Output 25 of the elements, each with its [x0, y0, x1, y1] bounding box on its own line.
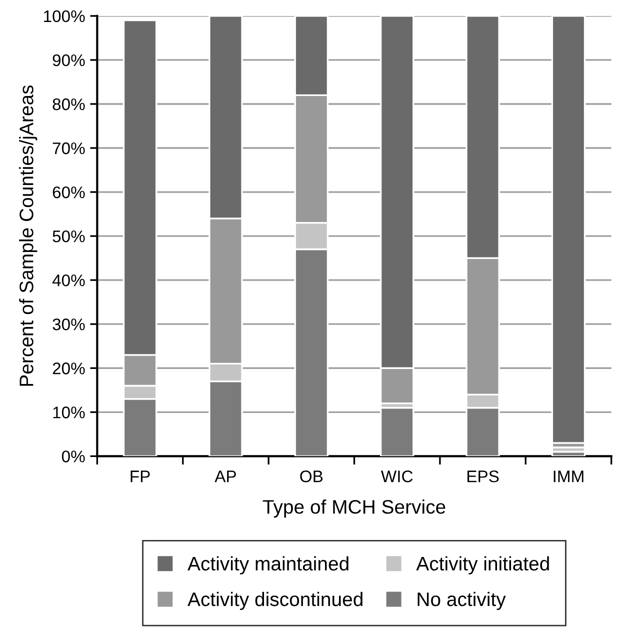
y-axis-title: Percent of Sample Counties/jAreas — [19, 85, 38, 386]
y-tick-label: 80% — [52, 98, 85, 110]
x-tick-label: OB — [300, 470, 323, 482]
y-tick-label: 70% — [52, 142, 85, 154]
legend-label: Activity discontinued — [188, 592, 362, 610]
x-tick-label: AP — [214, 470, 236, 482]
y-tick-label: 90% — [52, 54, 85, 66]
x-tick-label: WIC — [380, 470, 413, 482]
y-tick-label: 20% — [52, 362, 85, 374]
y-tick-label: 50% — [52, 230, 85, 242]
x-tick-label: IMM — [554, 470, 584, 482]
y-tick-label: 100% — [44, 10, 85, 22]
y-tick-label: 0% — [62, 450, 85, 462]
y-tick-label: 40% — [52, 274, 85, 286]
x-tick-label: EPS — [467, 470, 499, 482]
x-tick-label: FP — [130, 470, 150, 482]
y-tick-label: 30% — [52, 318, 85, 330]
legend-label: No activity — [418, 592, 506, 610]
y-tick-label: 10% — [53, 406, 85, 418]
bar — [551, 16, 586, 444]
x-axis-title: Type of MCH Service — [262, 499, 446, 518]
bar — [380, 406, 414, 456]
y-tick-label: 60% — [52, 186, 85, 198]
legend-label: Activity maintained — [188, 556, 348, 574]
legend-label: Activity initiated — [416, 556, 549, 574]
